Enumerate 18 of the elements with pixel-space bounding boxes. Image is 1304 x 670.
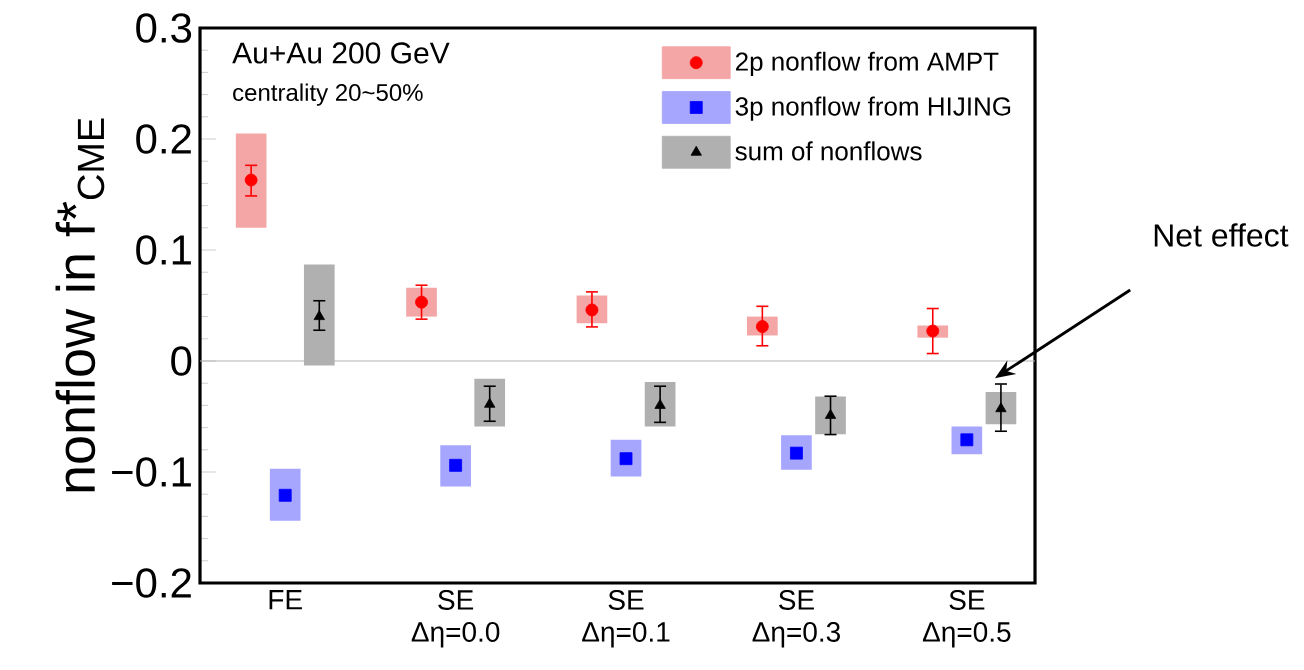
text: Net effect (1154, 223, 1289, 247)
y-tick-label: −0.2 (112, 568, 191, 598)
y-tick-label: 0.3 (136, 13, 192, 43)
y-tick-label: 0 (171, 346, 192, 376)
y-axis-title: nonflow in f*$_{CME}$ (55, 118, 105, 492)
y-tick-label: 0.1 (136, 235, 191, 265)
annotation: Au+Au 200 GeV (232, 42, 450, 64)
x-tick-label: SE Δη=0.0 (411, 590, 500, 648)
legend-label: 3p nonflow from HIJING (735, 96, 1011, 121)
x-tick-label: SE Δη=0.3 (752, 590, 840, 648)
y-tick-label: −0.1 (112, 457, 191, 487)
x-tick-label: SE Δη=0.1 (582, 590, 670, 648)
legend-label: 2p nonflow from AMPT (735, 51, 999, 76)
legend-label: sum of nonflows (735, 141, 922, 161)
y-tick-label: 0.2 (136, 124, 191, 154)
x-tick-label: FE (269, 590, 302, 610)
x-tick-label: SE Δη=0.5 (922, 590, 1011, 648)
annotation: centrality 20~50% (233, 83, 423, 106)
